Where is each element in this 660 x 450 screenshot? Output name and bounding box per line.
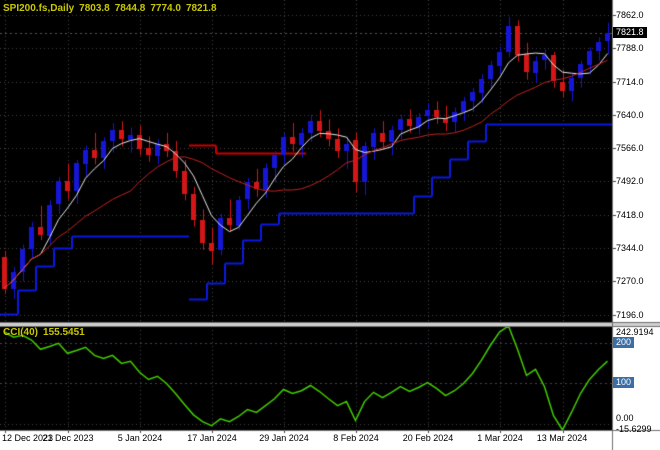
chart-canvas[interactable] <box>0 0 660 450</box>
trading-chart-window: SPI200.fs,Daily 7803.8 7844.8 7774.0 7821.8 … <box>0 0 660 450</box>
